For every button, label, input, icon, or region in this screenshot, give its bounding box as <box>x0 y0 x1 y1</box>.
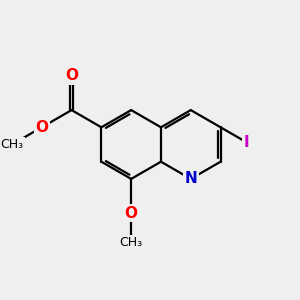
Text: O: O <box>125 206 138 221</box>
Text: O: O <box>35 120 48 135</box>
Text: I: I <box>244 135 250 150</box>
Text: N: N <box>184 171 197 186</box>
Text: O: O <box>65 68 78 83</box>
Text: CH₃: CH₃ <box>120 236 143 249</box>
Text: CH₃: CH₃ <box>0 138 23 151</box>
